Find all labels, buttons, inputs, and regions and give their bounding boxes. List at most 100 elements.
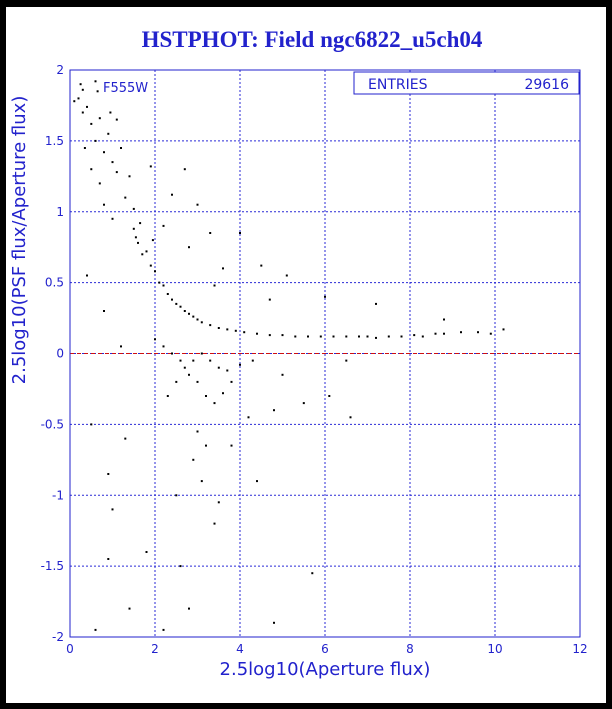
data-point [489, 332, 492, 335]
data-point [285, 274, 288, 277]
data-point [175, 302, 178, 305]
data-point [209, 359, 212, 362]
stats-entries-label: ENTRIES [368, 77, 428, 93]
chart-title: HSTPHOT: Field ngc6822_u5ch04 [142, 27, 483, 52]
data-point [192, 315, 195, 318]
data-point [281, 334, 284, 337]
data-point [115, 171, 118, 174]
y-tick-label: 0.5 [45, 276, 64, 290]
stats-box-frame [353, 71, 580, 95]
data-point [107, 132, 110, 135]
data-point [217, 366, 220, 369]
data-point [358, 335, 360, 338]
outer-frame [6, 7, 606, 703]
data-point [175, 494, 178, 497]
data-point [94, 628, 97, 631]
data-point [196, 380, 199, 383]
data-point [111, 217, 114, 220]
data-point [247, 416, 250, 419]
data-point [345, 359, 348, 362]
data-point [311, 572, 314, 575]
data-point [256, 332, 258, 335]
data-point [175, 380, 178, 383]
data-point [171, 193, 173, 196]
data-point [268, 298, 271, 301]
data-point [94, 80, 97, 83]
x-tick-label: 12 [572, 642, 587, 656]
x-tick-label: 10 [487, 642, 502, 656]
data-point [98, 117, 101, 120]
data-point [73, 100, 76, 103]
filter-label: F555W [103, 81, 148, 96]
data-point [443, 332, 445, 335]
data-point [145, 250, 148, 253]
data-point [120, 147, 122, 149]
data-point [128, 175, 131, 178]
y-axis-tick-labels: -2 -1.5 -1 -0.5 0 0.5 1 1.5 2 [41, 63, 64, 644]
data-point [387, 335, 390, 338]
stats-box: ENTRIES 29616 [353, 71, 580, 95]
data-point [213, 284, 216, 287]
data-point [260, 264, 263, 267]
data-point [251, 359, 254, 362]
data-point [400, 335, 403, 338]
x-tick-label: 6 [321, 642, 329, 656]
data-point [307, 335, 309, 338]
data-point [81, 88, 84, 91]
data-point [375, 336, 377, 339]
data-point [421, 335, 424, 338]
data-point [477, 331, 479, 334]
x-tick-label: 2 [151, 642, 159, 656]
data-point [434, 332, 437, 335]
data-point [134, 236, 137, 239]
data-point [192, 458, 195, 461]
data-point [281, 373, 284, 376]
data-point [179, 305, 182, 308]
x-axis-tick-labels: 0 2 4 6 8 10 12 [66, 642, 587, 656]
data-point [86, 274, 88, 277]
data-point [171, 352, 173, 355]
x-tick-label: 4 [236, 642, 244, 656]
data-point [111, 508, 114, 511]
scatter-points [73, 80, 505, 631]
data-point [145, 551, 148, 553]
data-point [273, 409, 275, 412]
data-point [302, 402, 305, 405]
data-point [200, 480, 203, 483]
data-point [90, 122, 93, 125]
y-tick-label: 0 [56, 347, 64, 361]
data-point [188, 607, 190, 610]
data-point [200, 352, 203, 355]
data-point [149, 264, 152, 267]
data-point [217, 501, 220, 504]
data-point [183, 366, 186, 369]
data-point [294, 335, 297, 338]
y-tick-label: 2 [56, 63, 64, 77]
data-point [328, 395, 331, 397]
data-point [77, 97, 80, 100]
data-point [162, 284, 165, 287]
data-point [209, 324, 212, 327]
data-point [234, 329, 237, 332]
data-point [83, 147, 86, 149]
y-tick-label: -1 [52, 488, 64, 502]
stats-entries-value: 29616 [524, 77, 569, 93]
data-point [192, 359, 195, 362]
data-point [79, 83, 82, 86]
data-point [90, 168, 93, 171]
data-point [222, 267, 224, 270]
data-point [162, 628, 165, 631]
data-point [324, 295, 326, 298]
data-point [200, 321, 203, 324]
data-point [319, 335, 322, 338]
data-point [230, 444, 233, 447]
y-tick-label: 1.5 [45, 134, 64, 148]
data-point [226, 328, 229, 331]
data-point [243, 331, 246, 334]
data-point [205, 395, 207, 397]
data-point [183, 168, 186, 171]
data-point [213, 402, 216, 405]
data-point [162, 224, 165, 227]
data-point [124, 196, 127, 199]
